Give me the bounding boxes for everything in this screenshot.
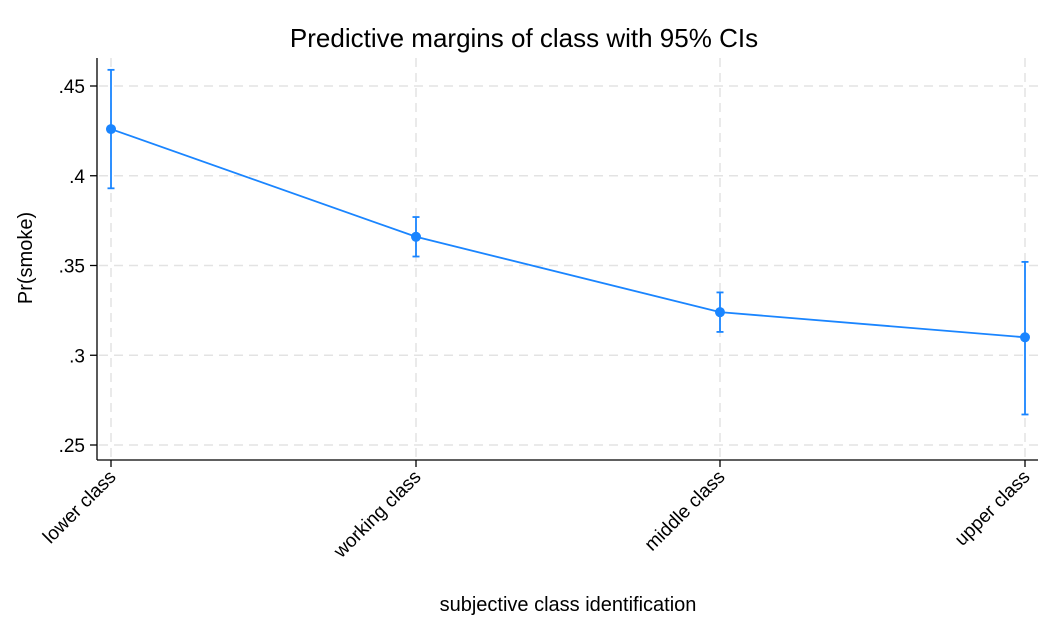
y-axis-label: Pr(smoke) [15,212,37,304]
data-point [1020,332,1030,343]
x-axis-label: subjective class identification [440,594,697,616]
data-point [715,307,725,318]
x-tick-label: upper class [951,467,1035,551]
chart-title: Predictive margins of class with 95% CIs [290,23,758,53]
x-tick-label: middle class [641,467,730,556]
y-tick-label: .45 [59,77,85,98]
data-point [411,231,421,242]
y-tick-label: .4 [69,167,85,188]
grid-layer [99,58,1038,458]
x-tick-label: working class [329,467,425,563]
series-layer [106,68,1030,416]
y-tick-label: .35 [59,257,85,278]
data-point [106,124,116,135]
y-tick-label: .3 [69,346,85,367]
y-tick-label: .25 [59,436,85,457]
axes-layer: .25 .3 .35 .4 .45 lower class working class mid… [39,58,1038,563]
x-tick-label: lower class [39,467,120,548]
series-line [110,128,1026,339]
